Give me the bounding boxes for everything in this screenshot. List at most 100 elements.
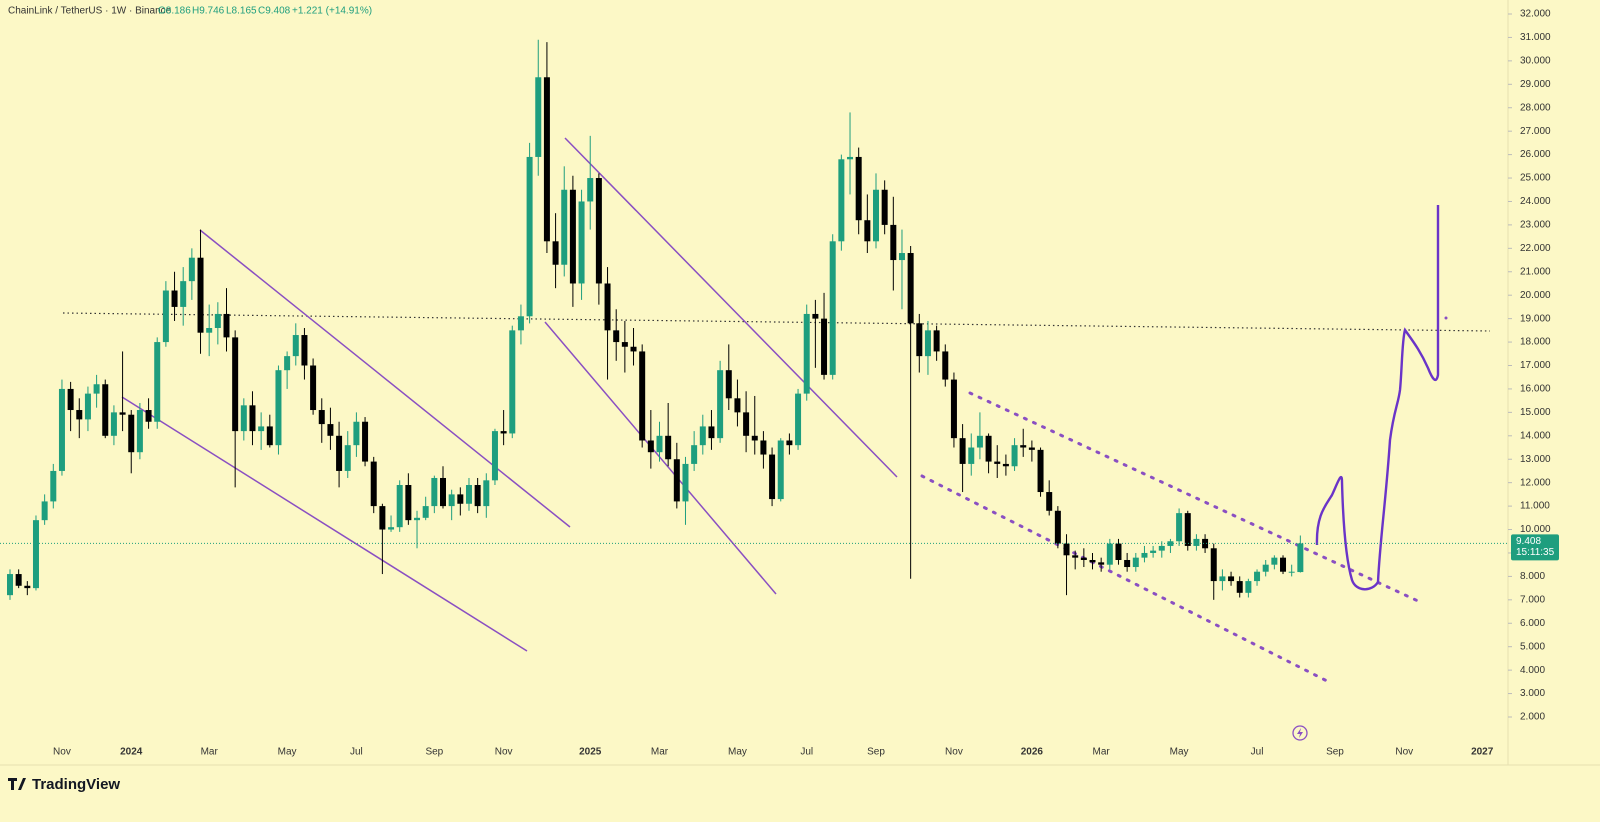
candle-body xyxy=(15,574,22,586)
dotted-trend-line xyxy=(968,391,1420,603)
candle-body xyxy=(769,454,776,500)
x-tick-label: May xyxy=(728,747,747,758)
candle-body xyxy=(1193,538,1200,546)
candle-body xyxy=(284,356,291,371)
candle-body xyxy=(725,370,732,399)
candle-body xyxy=(613,330,620,343)
candle-body xyxy=(457,494,464,504)
candle-body xyxy=(1184,513,1191,546)
candle-body xyxy=(950,379,957,439)
y-tick-label: 13.000 xyxy=(1520,454,1551,465)
horizontal-level xyxy=(62,312,1491,332)
trend-line xyxy=(121,396,528,652)
close: C9.408 xyxy=(258,6,291,17)
projection-path xyxy=(1315,205,1440,591)
candle-body xyxy=(32,520,39,589)
candle-body xyxy=(898,253,905,261)
candle-body xyxy=(465,485,472,504)
candle-body xyxy=(1158,545,1165,551)
candle-body xyxy=(578,201,585,284)
candle-body xyxy=(1046,492,1053,511)
candle-body xyxy=(491,431,498,481)
footer-brand: TradingView xyxy=(32,776,120,793)
y-tick-label: 25.000 xyxy=(1520,173,1551,184)
candle-body xyxy=(587,178,594,202)
candle-body xyxy=(1002,463,1009,467)
candle-body xyxy=(656,435,663,453)
candle-body xyxy=(526,156,533,317)
candle-body xyxy=(1210,548,1217,582)
change: +1.221 (+14.91%) xyxy=(292,6,372,17)
candle-body xyxy=(881,189,888,225)
candle-body xyxy=(786,440,793,446)
candle-body xyxy=(639,351,646,441)
candle-body xyxy=(266,426,273,446)
candle-body xyxy=(128,414,135,453)
candle-body xyxy=(933,330,940,352)
candle-body xyxy=(595,178,602,284)
symbol: ChainLink / TetherUS · 1W · Binance xyxy=(8,6,172,17)
candle-body xyxy=(1245,581,1252,593)
candle-body xyxy=(509,330,516,434)
x-tick-label: Nov xyxy=(495,747,513,758)
candle-body xyxy=(890,224,897,261)
x-tick-label: Jul xyxy=(350,747,363,758)
candle-body xyxy=(968,447,975,464)
candle-body xyxy=(708,426,715,439)
candle-body xyxy=(1080,557,1087,560)
candle-body xyxy=(1254,571,1261,582)
y-tick-label: 20.000 xyxy=(1520,290,1551,301)
candle-body xyxy=(396,485,403,528)
y-tick-label: 31.000 xyxy=(1520,32,1551,43)
candle-body xyxy=(743,412,750,436)
y-tick-label: 14.000 xyxy=(1520,430,1551,441)
candle-body xyxy=(327,424,334,436)
countdown: 15:11:35 xyxy=(1516,547,1555,558)
candle-body xyxy=(916,323,923,357)
y-tick-label: 12.000 xyxy=(1520,477,1551,488)
candle-body xyxy=(665,435,672,460)
candle-body xyxy=(552,241,559,265)
y-tick-label: 15.000 xyxy=(1520,407,1551,418)
x-tick-label: Sep xyxy=(425,747,443,758)
candle-body xyxy=(994,461,1001,464)
candle-body xyxy=(1020,445,1027,448)
y-tick-label: 21.000 xyxy=(1520,266,1551,277)
x-tick-label: May xyxy=(1170,747,1189,758)
candle-body xyxy=(500,431,507,434)
candle-body xyxy=(431,477,438,507)
candle-body xyxy=(1150,550,1157,553)
candle-body xyxy=(673,459,680,502)
candle-body xyxy=(405,485,412,521)
candle-body xyxy=(777,440,784,500)
candle-body xyxy=(621,342,628,347)
candle-body xyxy=(310,365,317,411)
candle-body xyxy=(1271,557,1278,565)
candle-body xyxy=(795,393,802,446)
candle-body xyxy=(318,410,325,425)
candle-body xyxy=(1037,449,1044,493)
y-tick-label: 18.000 xyxy=(1520,337,1551,348)
x-tick-label: 2027 xyxy=(1471,747,1494,758)
candle-body xyxy=(864,220,871,242)
y-tick-label: 22.000 xyxy=(1520,243,1551,254)
y-tick-label: 27.000 xyxy=(1520,126,1551,137)
candle-body xyxy=(1228,576,1235,582)
candle-body xyxy=(1089,559,1096,563)
x-tick-label: Jul xyxy=(800,747,813,758)
candle-body xyxy=(630,346,637,352)
y-tick-label: 2.000 xyxy=(1520,712,1545,723)
candle-body xyxy=(76,410,83,420)
candle-body xyxy=(93,384,100,394)
y-tick-label: 6.000 xyxy=(1520,618,1545,629)
candle-body xyxy=(58,388,65,471)
candle-body xyxy=(691,445,698,464)
y-tick-label: 32.000 xyxy=(1520,9,1551,20)
x-tick-label: 2024 xyxy=(120,747,143,758)
candle-body xyxy=(145,410,152,422)
lightning-icon xyxy=(1292,725,1308,741)
y-tick-label: 30.000 xyxy=(1520,56,1551,67)
candle-body xyxy=(1297,543,1304,573)
last-price-label: 9.408 xyxy=(1516,536,1541,547)
candle-body xyxy=(448,494,455,507)
